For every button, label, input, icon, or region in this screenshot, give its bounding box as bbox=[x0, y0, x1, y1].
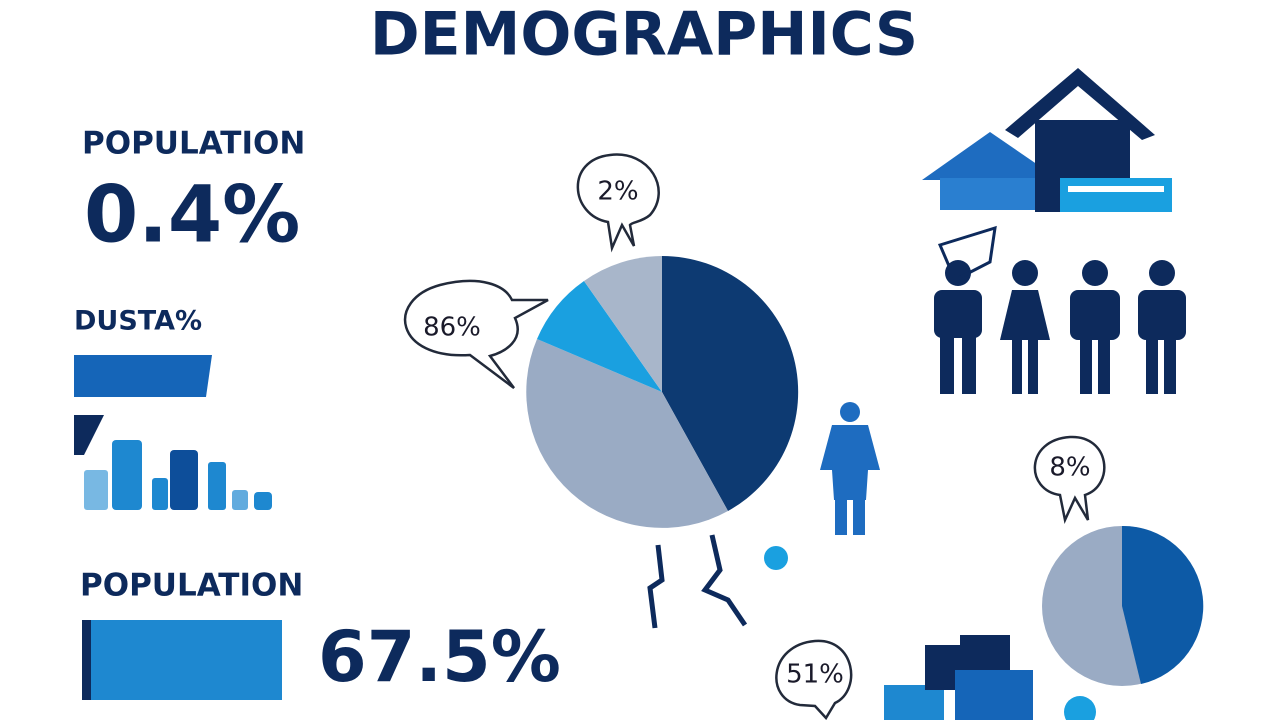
bar-edge bbox=[82, 620, 91, 700]
houses bbox=[922, 68, 1172, 212]
pie bbox=[526, 255, 799, 528]
callout: 86% bbox=[403, 279, 549, 389]
callout-text: 86% bbox=[423, 313, 481, 343]
bar bbox=[82, 620, 282, 700]
dot bbox=[764, 546, 788, 570]
person-center bbox=[820, 402, 880, 535]
callout: 2% bbox=[576, 153, 660, 253]
bar bbox=[74, 355, 212, 397]
bar bbox=[74, 415, 104, 455]
callout-text: 51% bbox=[786, 660, 844, 690]
label: POPULATION bbox=[82, 126, 305, 162]
icons bbox=[84, 440, 272, 510]
value: 0.4% bbox=[84, 170, 300, 260]
pie-small bbox=[1042, 525, 1204, 686]
callout: 8% bbox=[1033, 435, 1106, 525]
callout-text: 2% bbox=[597, 177, 638, 207]
flag bbox=[937, 225, 997, 283]
dot bbox=[1064, 696, 1096, 720]
value: 67.5% bbox=[318, 616, 561, 698]
callout: 51% bbox=[775, 639, 853, 720]
bags bbox=[884, 635, 1033, 720]
decor bbox=[647, 534, 748, 629]
title: DEMOGRAPHICS bbox=[370, 0, 918, 70]
callout-text: 8% bbox=[1049, 453, 1090, 483]
label: DUSTA% bbox=[74, 306, 202, 337]
people bbox=[934, 260, 1186, 394]
label: POPULATION bbox=[80, 568, 303, 604]
